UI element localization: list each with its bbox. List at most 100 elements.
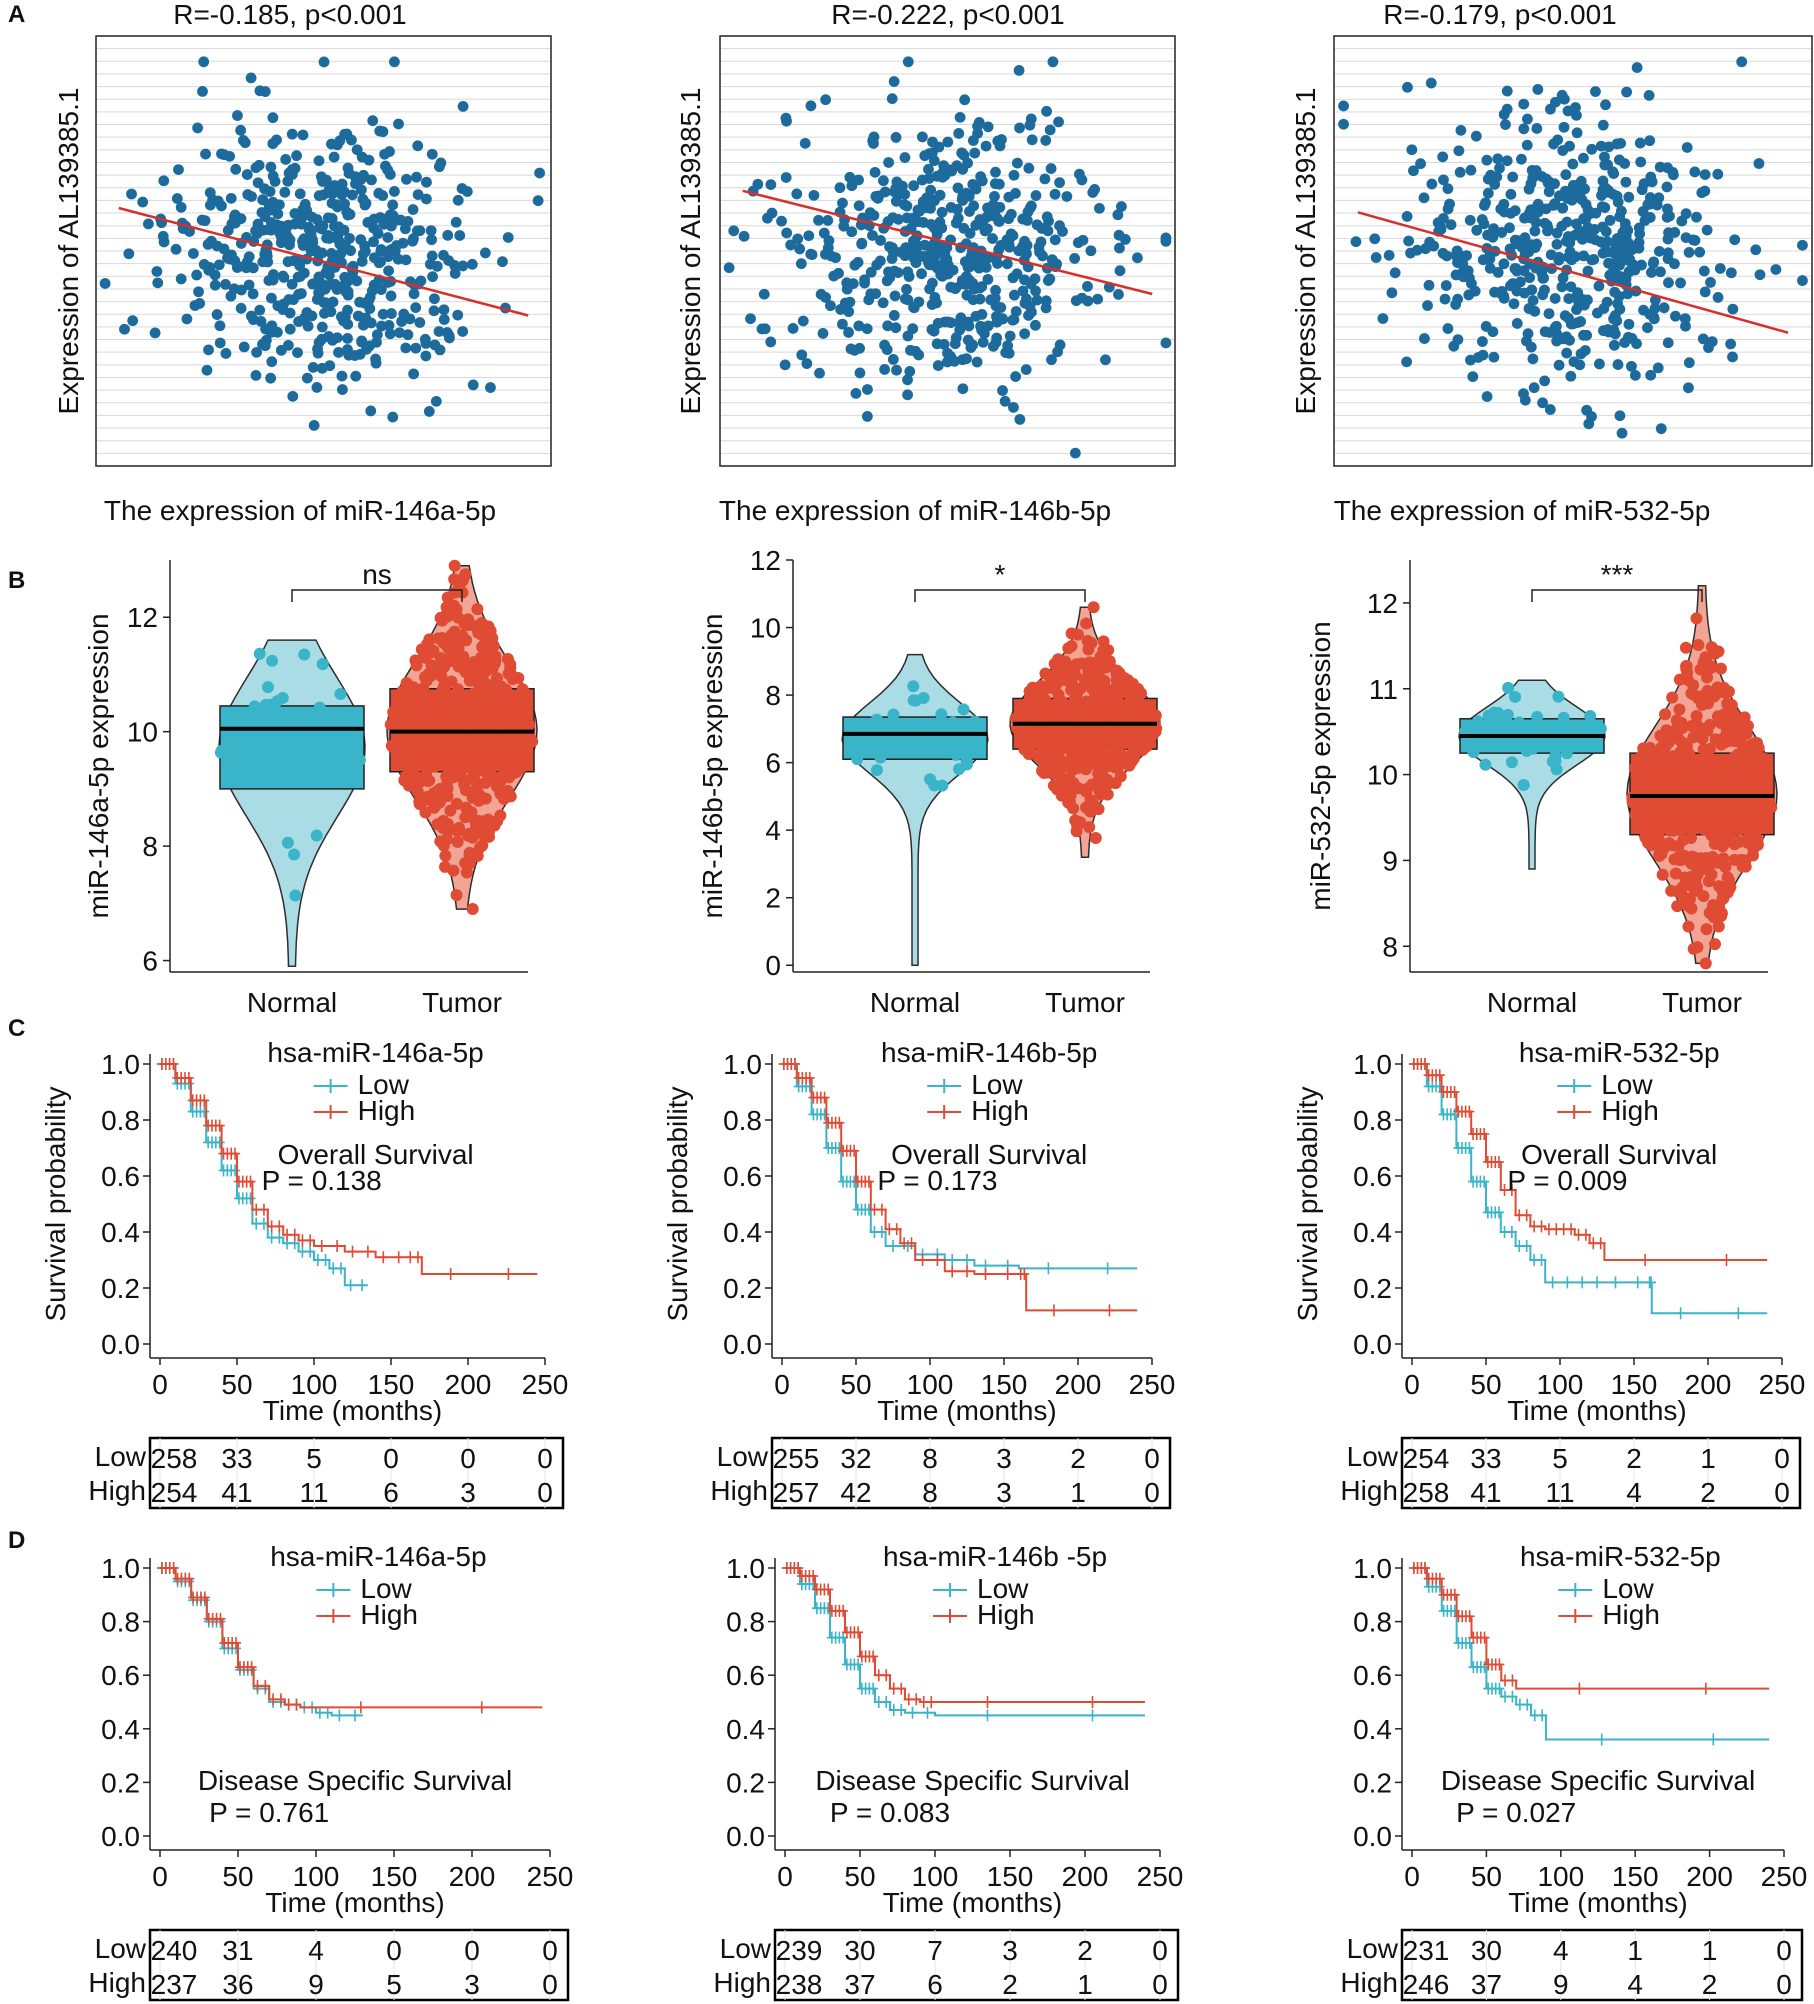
legend-low: Low bbox=[977, 1573, 1029, 1604]
scatter-point bbox=[808, 189, 820, 201]
scatter-point bbox=[277, 270, 289, 282]
scatter-point bbox=[1516, 153, 1527, 165]
scatter-point bbox=[351, 144, 363, 156]
scatter-point bbox=[420, 350, 432, 362]
scatter-point bbox=[457, 326, 469, 337]
scatter-point bbox=[1519, 394, 1531, 406]
scatter-point bbox=[331, 199, 343, 211]
data-point bbox=[1701, 757, 1714, 770]
y-tick-label: 0.6 bbox=[101, 1161, 140, 1192]
scatter-point bbox=[312, 343, 323, 355]
data-point bbox=[1721, 717, 1734, 730]
scatter-point bbox=[999, 395, 1011, 407]
data-point bbox=[1047, 767, 1060, 780]
scatter-point bbox=[938, 160, 950, 172]
scatter-point bbox=[1041, 105, 1052, 117]
scatter-point bbox=[370, 357, 382, 369]
scatter-point bbox=[401, 173, 412, 185]
category-label: Tumor bbox=[1662, 987, 1742, 1018]
scatter-point bbox=[899, 188, 911, 200]
censor-mark bbox=[1536, 1254, 1547, 1266]
data-point bbox=[419, 806, 432, 819]
censor-mark bbox=[245, 1192, 256, 1205]
scatter-point bbox=[1608, 263, 1620, 275]
scatter-point bbox=[1047, 56, 1059, 68]
scatter-point bbox=[297, 129, 309, 141]
data-point bbox=[1690, 612, 1703, 625]
risk-value-high: 0 bbox=[1144, 1477, 1160, 1508]
censor-mark bbox=[876, 1203, 887, 1216]
scatter-point bbox=[1797, 275, 1808, 286]
risk-value-high: 237 bbox=[151, 1969, 198, 2000]
censor-mark bbox=[168, 1562, 179, 1574]
data-point bbox=[401, 772, 414, 785]
censor-mark bbox=[947, 1254, 958, 1266]
data-point bbox=[419, 671, 432, 684]
scatter-point bbox=[452, 194, 464, 206]
scatter-point bbox=[1599, 151, 1610, 163]
scatter-point bbox=[485, 382, 496, 393]
risk-value-high: 11 bbox=[1545, 1477, 1574, 1508]
data-point bbox=[437, 657, 450, 670]
scatter-point bbox=[1509, 205, 1521, 217]
scatter-point bbox=[283, 294, 295, 305]
scatter-point bbox=[927, 136, 938, 148]
scatter-point bbox=[362, 217, 374, 228]
scatter-point bbox=[1608, 339, 1620, 351]
scatter-point bbox=[441, 327, 453, 338]
risk-label-high: High bbox=[1340, 1967, 1398, 1998]
scatter-point bbox=[408, 288, 420, 300]
data-point bbox=[1668, 809, 1681, 822]
scatter-point bbox=[1442, 203, 1454, 215]
data-point bbox=[1701, 802, 1714, 815]
scatter-point bbox=[1160, 337, 1172, 349]
scatter-point bbox=[1479, 200, 1490, 211]
scatter-point bbox=[902, 56, 914, 68]
scatter-point bbox=[916, 131, 928, 143]
censor-mark bbox=[962, 1254, 972, 1266]
scatter-point bbox=[355, 184, 367, 196]
y-tick-label: 0.8 bbox=[101, 1607, 140, 1638]
scatter-point bbox=[1026, 306, 1037, 318]
scatter-point bbox=[213, 259, 225, 271]
scatter-point bbox=[1626, 244, 1638, 255]
scatter-point bbox=[890, 183, 902, 195]
censor-mark bbox=[1464, 1142, 1475, 1154]
scatter-point bbox=[1092, 293, 1104, 305]
censor-mark bbox=[258, 1203, 269, 1216]
x-tick-label: 250 bbox=[527, 1861, 574, 1892]
scatter-point bbox=[1727, 303, 1739, 315]
scatter-point bbox=[1570, 102, 1581, 113]
scatter-point bbox=[1689, 166, 1701, 178]
y-tick-label: 12 bbox=[127, 602, 158, 633]
data-point bbox=[482, 627, 495, 640]
scatter-point bbox=[977, 336, 989, 348]
scatter-point bbox=[1467, 371, 1479, 383]
censor-mark bbox=[1479, 1175, 1490, 1188]
risk-value-high: 257 bbox=[773, 1477, 820, 1508]
scatter-point bbox=[957, 383, 969, 395]
censor-mark bbox=[322, 1706, 333, 1719]
scatter-point bbox=[454, 230, 466, 241]
scatter-point bbox=[336, 370, 348, 382]
scatter-point bbox=[1523, 303, 1535, 314]
y-axis-label: miR-146b-5p expression bbox=[697, 613, 728, 918]
censor-mark bbox=[853, 1626, 864, 1639]
scatter-point bbox=[342, 162, 354, 174]
y-tick-label: 10 bbox=[127, 717, 158, 748]
scatter-point bbox=[412, 189, 424, 200]
y-tick-label: 11 bbox=[1369, 674, 1398, 705]
data-point bbox=[441, 641, 454, 654]
scatter-point bbox=[1629, 369, 1641, 381]
scatter-point bbox=[1699, 169, 1711, 180]
scatter-point bbox=[1550, 96, 1561, 108]
y-tick-label: 9 bbox=[1382, 845, 1398, 876]
scatter-point bbox=[994, 201, 1006, 213]
scatter-point bbox=[926, 299, 938, 310]
censor-mark bbox=[1494, 1658, 1505, 1671]
scatter-point bbox=[1014, 122, 1025, 134]
data-point bbox=[387, 708, 400, 721]
data-point bbox=[1670, 714, 1683, 727]
legend-title: hsa-miR-146a-5p bbox=[267, 1037, 483, 1068]
scatter-point bbox=[339, 271, 351, 283]
